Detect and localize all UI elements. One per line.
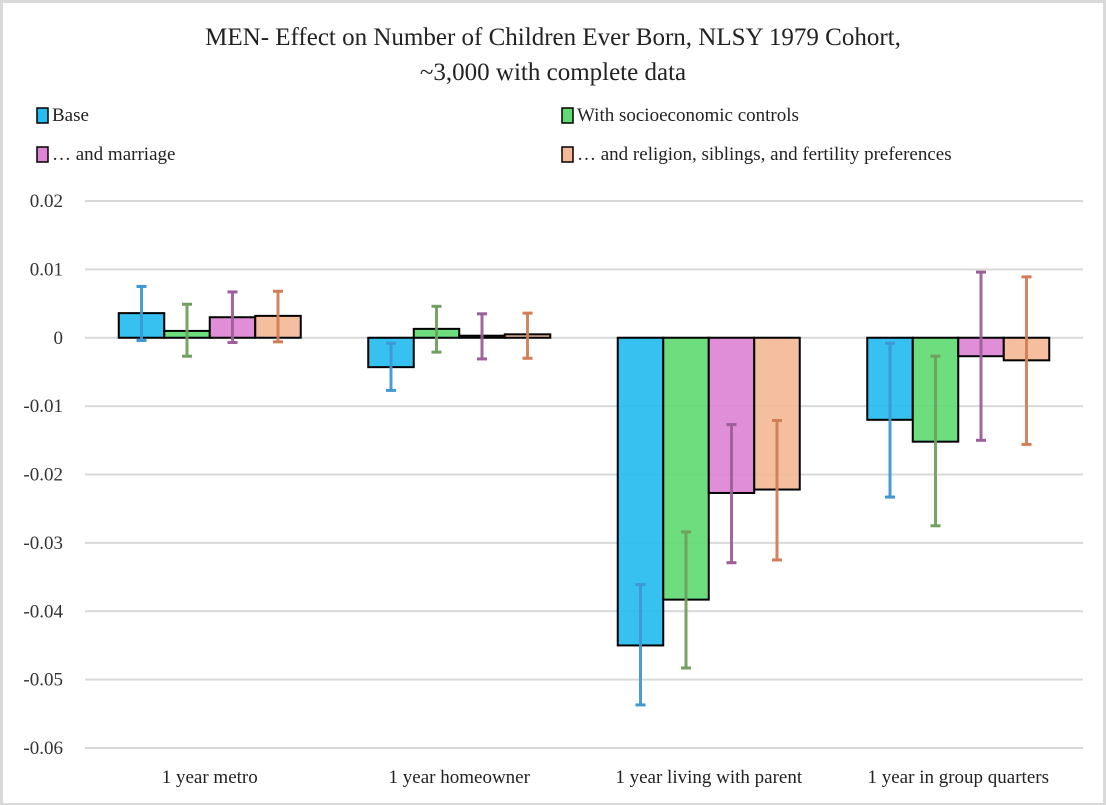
- error-bars: [136, 270, 1032, 707]
- x-category-label: 1 year homeowner: [389, 767, 531, 788]
- legend: Base With socioeconomic controls … and mar…: [36, 105, 952, 165]
- y-tick-label: 0.01: [30, 259, 63, 280]
- legend-label-1: With socioeconomic controls: [577, 105, 799, 126]
- gridlines: [85, 200, 1083, 749]
- legend-swatch-2: [36, 146, 49, 163]
- legend-label-2: … and marriage: [52, 144, 175, 165]
- legend-swatch-1: [561, 107, 574, 124]
- x-category-label: 1 year metro: [162, 767, 258, 788]
- y-tick-label: -0.02: [23, 465, 63, 486]
- x-category-label: 1 year in group quarters: [868, 767, 1050, 788]
- y-tick-label: -0.03: [23, 533, 63, 554]
- legend-swatch-0: [36, 107, 49, 124]
- y-tick-label: 0: [54, 328, 64, 349]
- y-tick-label: -0.06: [23, 738, 63, 759]
- chart-title: MEN- Effect on Number of Children Ever B…: [205, 24, 901, 51]
- x-axis-categories: 1 year metro 1 year homeowner 1 year livin…: [162, 767, 1049, 788]
- y-tick-label: -0.04: [23, 601, 63, 622]
- chart-subtitle: ~3,000 with complete data: [420, 59, 686, 86]
- bars: [117, 312, 1051, 647]
- x-category-label: 1 year living with parent: [615, 767, 803, 788]
- legend-swatch-3: [561, 146, 574, 163]
- y-tick-label: 0.02: [30, 191, 63, 212]
- y-tick-label: -0.01: [23, 396, 63, 417]
- y-tick-label: -0.05: [23, 670, 63, 691]
- y-axis-ticks: 0.02 0.01 0 -0.01 -0.02 -0.03 -0.04 -0.05 -0.06: [23, 191, 63, 759]
- legend-label-3: … and religion, siblings, and fertility …: [577, 144, 952, 165]
- legend-label-0: Base: [52, 105, 89, 126]
